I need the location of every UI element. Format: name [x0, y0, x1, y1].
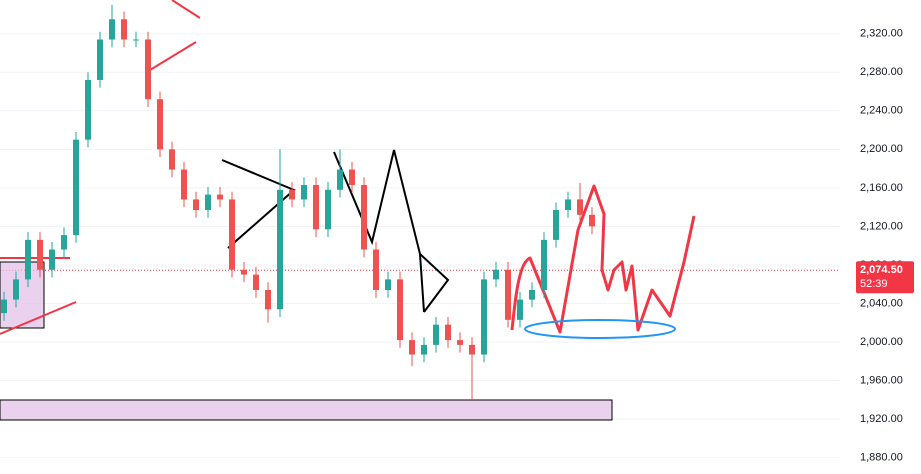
candle-body [589, 214, 595, 227]
candle-body [397, 279, 403, 341]
candle-body [349, 169, 355, 185]
candle-body [49, 249, 55, 270]
candle-body [133, 39, 139, 41]
trend-line [171, 0, 201, 19]
candle-body [577, 199, 583, 215]
candle-body [445, 324, 451, 341]
candle-body [73, 139, 79, 236]
y-tick-label: 1,920.00 [860, 413, 903, 425]
candle-body [229, 199, 235, 270]
candle-body [181, 169, 187, 200]
candle-body [253, 274, 259, 290]
candle-body [565, 199, 571, 211]
candle-body [169, 149, 175, 170]
candle-body [157, 99, 163, 150]
candle-body [529, 289, 535, 300]
y-tick-label: 2,320.00 [860, 28, 903, 40]
candle-body [25, 239, 31, 280]
candle-body [313, 184, 319, 230]
price-axis [840, 0, 921, 474]
candle-body [205, 194, 211, 211]
candle-body [145, 39, 151, 100]
candle-body [121, 19, 127, 40]
candle-body [241, 269, 247, 275]
y-tick-label: 2,200.00 [860, 143, 903, 155]
y-tick-label: 2,000.00 [860, 336, 903, 348]
candle-body [361, 184, 367, 250]
last-price-label: 2,074.50 [860, 264, 903, 276]
candle-body [553, 210, 559, 240]
countdown: 52:39 [860, 278, 888, 290]
candles [1, 4, 595, 400]
candle-body [85, 79, 91, 140]
candle-body [541, 239, 547, 290]
candle-body [1, 299, 7, 314]
candle-body [97, 39, 103, 80]
candle-body [469, 344, 475, 355]
trend-line [149, 41, 197, 71]
y-tick-label: 2,040.00 [860, 297, 903, 309]
trend-line [0, 301, 77, 335]
candle-body [217, 194, 223, 200]
candle-body [385, 279, 391, 290]
y-tick-label: 2,280.00 [860, 66, 903, 78]
candle-body [109, 19, 115, 40]
candle-body [409, 340, 415, 355]
y-tick-label: 1,880.00 [860, 452, 903, 464]
candle-body [421, 344, 427, 355]
pattern-line [419, 253, 425, 313]
y-tick-label: 1,960.00 [860, 374, 903, 386]
candle-body [481, 279, 487, 355]
candle-body [193, 199, 199, 211]
candle-body [37, 239, 43, 270]
candle-body [337, 169, 343, 190]
candle-body [289, 189, 295, 200]
candle-body [457, 340, 463, 345]
candle-body [325, 189, 331, 230]
zone-box [0, 261, 45, 329]
candle-body [277, 189, 283, 310]
drawings [0, 0, 696, 421]
y-tick-label: 2,120.00 [860, 220, 903, 232]
candle-body [301, 184, 307, 200]
demand-zone [0, 399, 613, 421]
y-tick-label: 2,240.00 [860, 105, 903, 117]
candle-body [433, 324, 439, 345]
axis-labels: 1,880.00 1,920.00 1,960.00 2,000.00 2,040.00… [856, 28, 914, 464]
last-price-box [856, 261, 914, 294]
y-tick-label: 2,160.00 [860, 182, 903, 194]
candle-body [373, 249, 379, 290]
candle-body [505, 269, 511, 320]
candle-body [265, 289, 271, 310]
target-ellipse [524, 319, 676, 339]
projection-path [510, 184, 696, 334]
candle-body [13, 279, 19, 300]
candle-body [61, 235, 67, 250]
candle-body [493, 269, 499, 280]
candle-body [517, 299, 523, 320]
